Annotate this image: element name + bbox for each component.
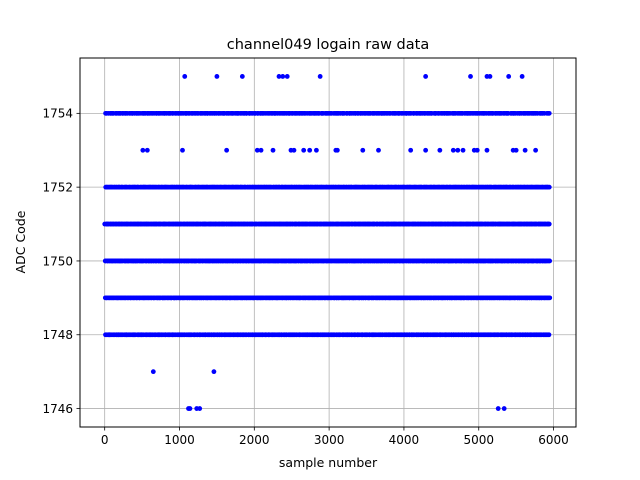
data-point xyxy=(376,147,381,153)
y-tick-label: 1754 xyxy=(42,107,73,121)
data-point xyxy=(182,74,188,79)
x-tick-label: 3000 xyxy=(314,433,345,447)
data-point xyxy=(180,147,185,153)
data-point xyxy=(301,147,307,153)
data-point xyxy=(239,74,245,79)
chart-title: channel049 logain raw data xyxy=(227,37,429,53)
axis-ticks: 0 1000 2000 3000 4000 5000 6000 1746 1748 1750 175… xyxy=(42,107,568,447)
data-point xyxy=(150,369,156,375)
data-point xyxy=(547,258,553,264)
x-tick-label: 0 xyxy=(101,433,109,447)
data-points xyxy=(102,74,553,411)
data-point xyxy=(506,74,512,79)
data-point xyxy=(495,406,501,411)
data-point xyxy=(276,74,282,79)
data-point xyxy=(519,74,525,79)
data-point xyxy=(144,147,150,153)
data-point xyxy=(501,406,507,411)
y-tick-label: 1748 xyxy=(42,328,73,342)
data-point xyxy=(455,147,461,153)
x-tick-label: 6000 xyxy=(538,433,569,447)
data-point xyxy=(487,74,493,79)
data-point xyxy=(450,147,456,153)
data-point xyxy=(546,221,552,227)
data-point xyxy=(522,147,528,153)
plot-frame xyxy=(79,57,577,428)
y-tick-label: 1752 xyxy=(42,180,73,194)
data-point xyxy=(270,147,276,153)
y-tick-label: 1746 xyxy=(42,402,73,416)
x-axis-label: sample number xyxy=(279,455,378,470)
data-point xyxy=(334,147,340,153)
data-point xyxy=(187,406,193,411)
data-point xyxy=(258,147,264,153)
x-tick-label: 1000 xyxy=(164,433,195,447)
data-point xyxy=(280,74,286,79)
data-point xyxy=(211,369,217,375)
data-point xyxy=(291,147,297,153)
data-point xyxy=(546,110,552,116)
data-point xyxy=(140,147,146,153)
data-point xyxy=(317,74,323,79)
data-point xyxy=(547,295,553,301)
data-point xyxy=(214,74,220,79)
data-point xyxy=(423,147,429,153)
x-tick-label: 5000 xyxy=(463,433,494,447)
data-point xyxy=(533,147,539,153)
data-point xyxy=(423,74,429,79)
data-point xyxy=(314,147,319,153)
x-tick-label: 4000 xyxy=(389,433,420,447)
data-point xyxy=(484,147,490,153)
data-point xyxy=(468,74,473,79)
data-point xyxy=(437,147,443,153)
y-tick-label: 1750 xyxy=(42,254,73,268)
x-tick-label: 2000 xyxy=(239,433,270,447)
data-point xyxy=(546,184,552,190)
data-point xyxy=(546,332,552,338)
data-point xyxy=(224,147,230,153)
data-point xyxy=(360,147,366,153)
data-point xyxy=(307,147,313,153)
data-point xyxy=(408,147,414,153)
y-axis-label: ADC Code xyxy=(13,210,28,273)
data-point xyxy=(254,147,260,153)
data-point xyxy=(460,147,466,153)
data-point xyxy=(513,147,519,153)
data-point xyxy=(474,147,480,153)
data-point xyxy=(197,406,203,411)
data-point xyxy=(284,74,290,79)
